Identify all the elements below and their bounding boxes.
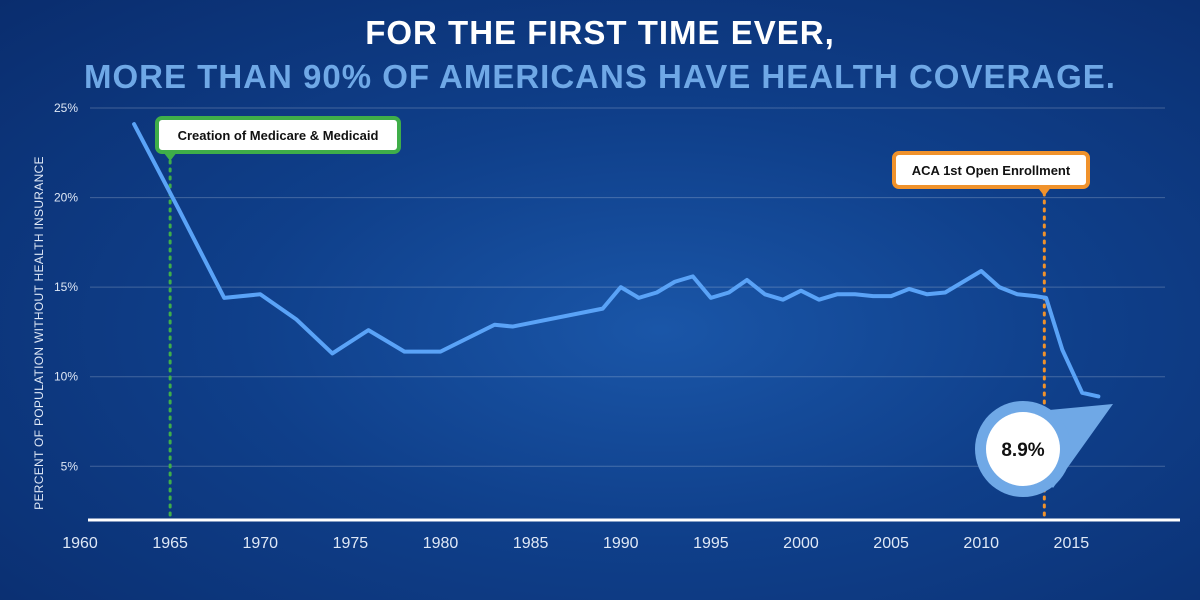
data-point bbox=[763, 292, 767, 296]
data-point bbox=[294, 317, 298, 321]
headline-line-1: FOR THE FIRST TIME EVER, bbox=[365, 14, 835, 51]
x-tick-label: 2000 bbox=[783, 535, 819, 552]
callout-bubble-inner bbox=[986, 412, 1060, 486]
data-point bbox=[1033, 294, 1037, 298]
data-point bbox=[1096, 394, 1100, 398]
y-tick-label: 10% bbox=[54, 370, 78, 384]
data-point bbox=[673, 280, 677, 284]
data-point bbox=[781, 298, 785, 302]
data-point bbox=[1044, 296, 1048, 300]
x-tick-label: 2010 bbox=[963, 535, 999, 552]
data-point bbox=[799, 289, 803, 293]
x-tick-label: 1980 bbox=[423, 535, 459, 552]
data-point bbox=[889, 294, 893, 298]
y-tick-label: 25% bbox=[54, 101, 78, 115]
aca-annotation-box bbox=[892, 151, 1090, 189]
data-point bbox=[871, 294, 875, 298]
data-point bbox=[979, 269, 983, 273]
data-point bbox=[655, 291, 659, 295]
x-tick-label: 1975 bbox=[333, 535, 369, 552]
data-point bbox=[493, 323, 497, 327]
data-point bbox=[817, 298, 821, 302]
data-point bbox=[727, 291, 731, 295]
data-point bbox=[619, 285, 623, 289]
data-point bbox=[366, 328, 370, 332]
uninsured-rate-series-line bbox=[132, 122, 1101, 399]
data-point bbox=[709, 296, 713, 300]
x-tick-label: 2015 bbox=[1054, 535, 1090, 552]
data-point bbox=[438, 350, 442, 354]
data-point bbox=[943, 291, 947, 295]
data-point bbox=[177, 208, 181, 212]
x-tick-label: 1960 bbox=[62, 535, 98, 552]
headline-line-2: MORE THAN 90% OF AMERICANS HAVE HEALTH C… bbox=[84, 58, 1116, 95]
data-point bbox=[1080, 391, 1084, 395]
data-point bbox=[961, 280, 965, 284]
data-point bbox=[997, 285, 1001, 289]
x-tick-label: 1965 bbox=[152, 535, 188, 552]
data-point bbox=[330, 351, 334, 355]
data-point bbox=[258, 292, 262, 296]
data-point bbox=[637, 296, 641, 300]
aca-annotation-label: ACA 1st Open Enrollment bbox=[912, 163, 1071, 178]
callout-value-label: 8.9% bbox=[1001, 440, 1044, 461]
medicare-annotation-pointer bbox=[163, 152, 178, 161]
data-point bbox=[835, 292, 839, 296]
data-point bbox=[1015, 292, 1019, 296]
data-point bbox=[132, 122, 136, 126]
data-point bbox=[691, 274, 695, 278]
y-tick-label: 20% bbox=[54, 191, 78, 205]
data-point bbox=[222, 296, 226, 300]
data-point bbox=[853, 292, 857, 296]
x-tick-label: 1995 bbox=[693, 535, 729, 552]
data-point bbox=[1060, 348, 1064, 352]
x-tick-label: 1985 bbox=[513, 535, 549, 552]
data-point bbox=[402, 350, 406, 354]
data-point bbox=[907, 287, 911, 291]
x-tick-label: 1990 bbox=[603, 535, 639, 552]
x-tick-label: 1970 bbox=[242, 535, 278, 552]
y-tick-label: 15% bbox=[54, 280, 78, 294]
data-point bbox=[601, 307, 605, 311]
data-point bbox=[511, 325, 515, 329]
data-point bbox=[925, 292, 929, 296]
y-axis-label: PERCENT OF POPULATION WITHOUT HEALTH INS… bbox=[32, 156, 46, 510]
x-tick-label: 2005 bbox=[873, 535, 909, 552]
medicare-annotation-label: Creation of Medicare & Medicaid bbox=[178, 128, 379, 143]
medicare-annotation-box bbox=[155, 116, 401, 154]
data-point bbox=[745, 278, 749, 282]
y-tick-label: 5% bbox=[61, 459, 79, 473]
aca-annotation-pointer bbox=[1037, 187, 1052, 196]
